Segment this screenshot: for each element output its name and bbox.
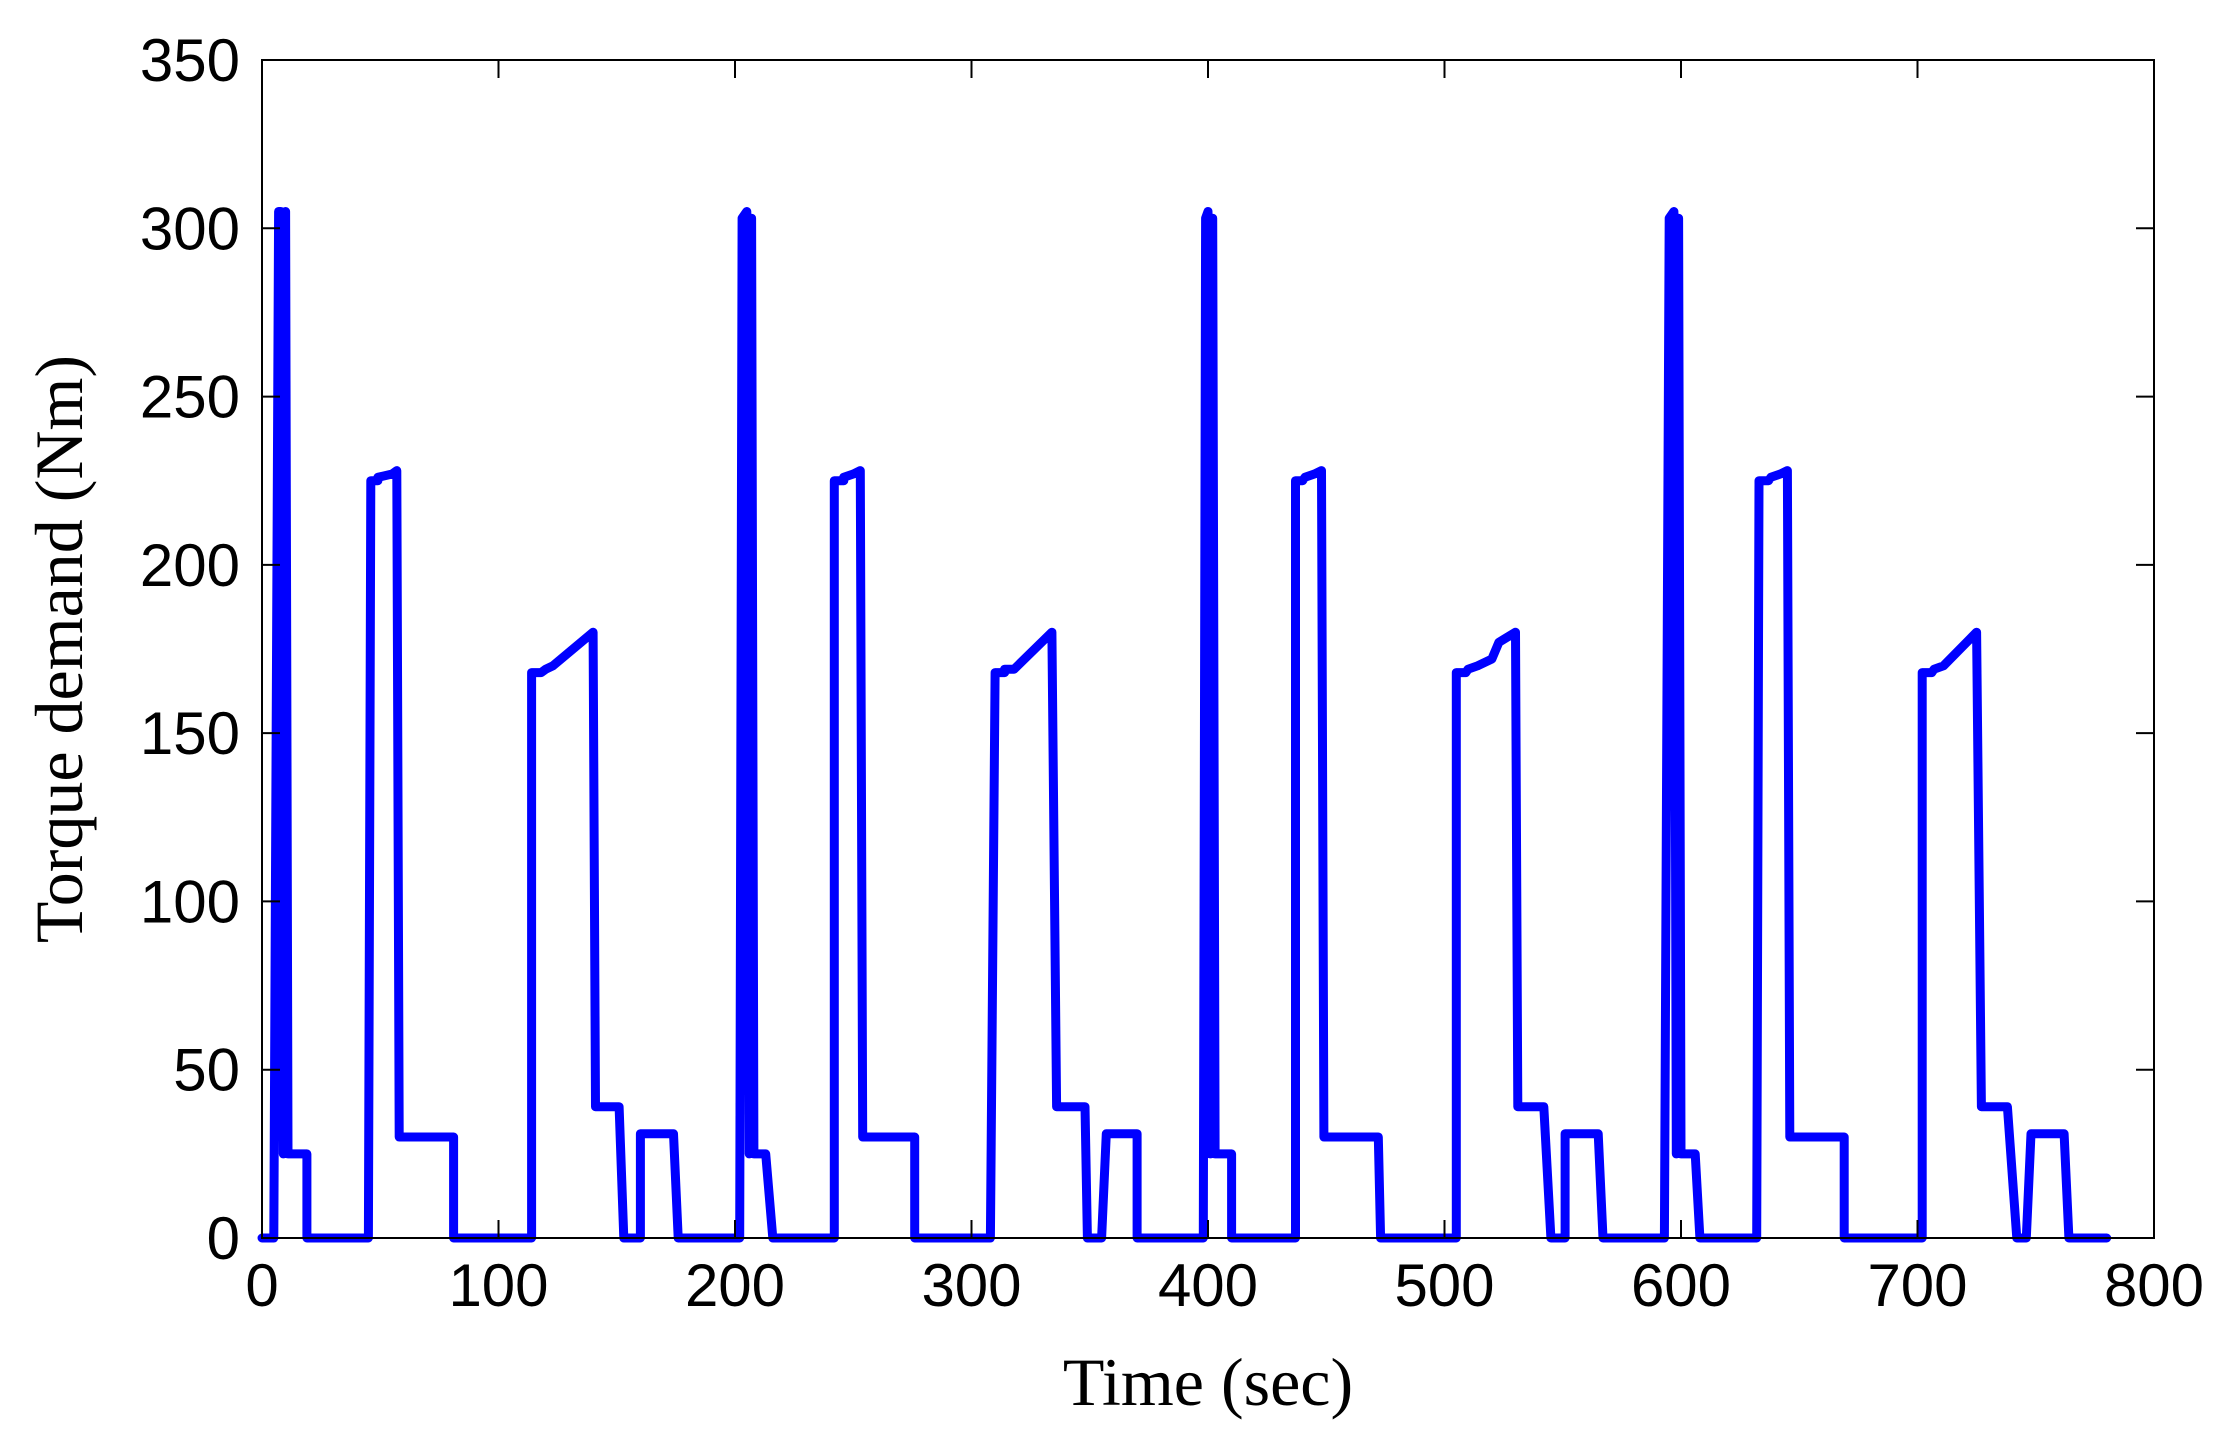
x-axis-title: Time (sec) (1063, 1344, 1353, 1420)
x-tick-label: 0 (245, 1252, 278, 1319)
x-tick-label: 400 (1158, 1252, 1258, 1319)
ticks-layer (261, 59, 2155, 1239)
x-tick-label: 800 (2104, 1252, 2204, 1319)
x-tick-label: 700 (1867, 1252, 1967, 1319)
x-tick-label: 100 (448, 1252, 548, 1319)
series-line-1 (257, 207, 2112, 1243)
y-tick-label: 0 (207, 1205, 240, 1272)
y-tick-label: 350 (140, 27, 240, 94)
x-tick-label: 500 (1394, 1252, 1494, 1319)
x-tick-labels: 0 100 200 300 400 500 600 700 800 (245, 1252, 2204, 1319)
y-axis-title: Torque demand (Nm) (21, 355, 97, 943)
x-tick-label: 300 (921, 1252, 1021, 1319)
x-tick-label: 200 (685, 1252, 785, 1319)
y-tick-label: 100 (140, 868, 240, 935)
y-tick-label: 50 (173, 1037, 240, 1104)
x-tick-label: 600 (1631, 1252, 1731, 1319)
y-tick-label: 200 (140, 532, 240, 599)
series-layer (257, 207, 2112, 1243)
y-tick-label: 150 (140, 700, 240, 767)
y-tick-label: 300 (140, 195, 240, 262)
y-tick-labels: 0 50 100 150 200 250 300 350 (140, 27, 240, 1272)
y-tick-label: 250 (140, 364, 240, 431)
